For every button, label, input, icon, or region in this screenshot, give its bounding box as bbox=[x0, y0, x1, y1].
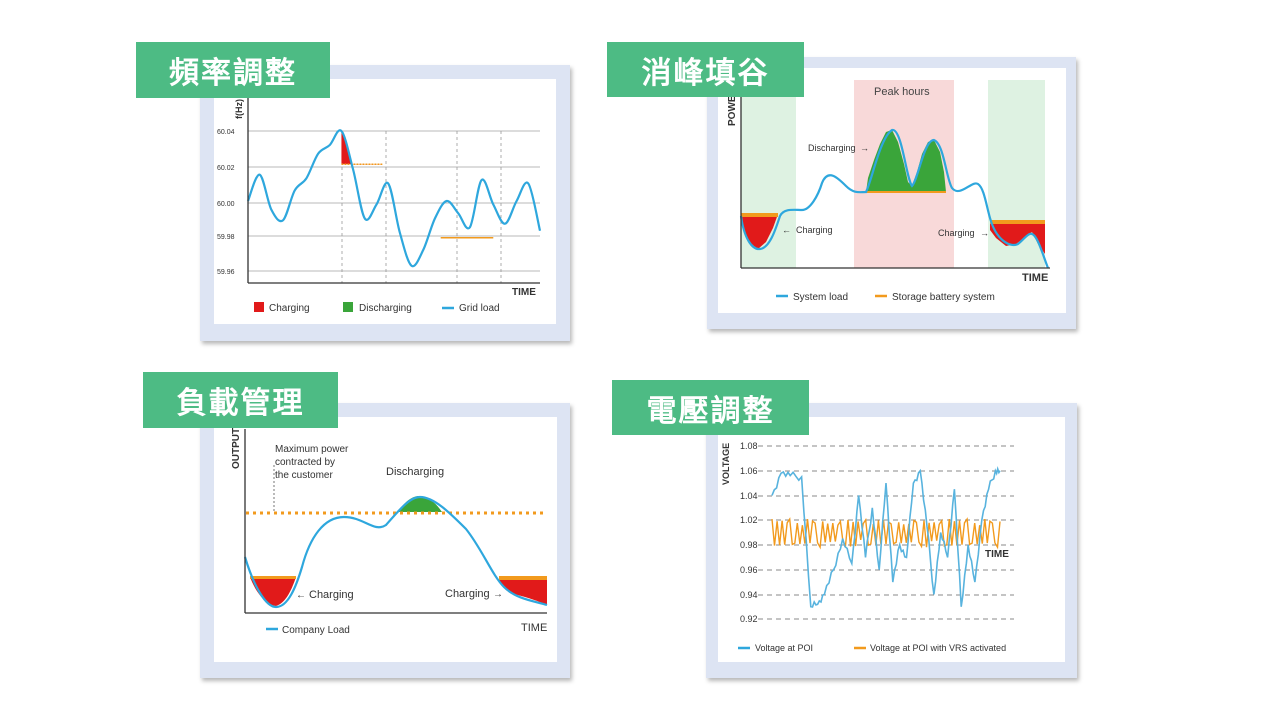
charging-right-label: Charging bbox=[445, 588, 490, 600]
volt-chart-card: 1.08 1.06 1.04 1.02 0.98 0.96 0.94 0.92 VOLTAGE… bbox=[718, 417, 1065, 662]
y-tick-label: 1.04 bbox=[740, 491, 758, 501]
charging-left-label: Charging bbox=[309, 589, 354, 601]
max-power-label-1: Maximum power bbox=[275, 444, 349, 455]
charging-right-arrow: → bbox=[493, 589, 503, 600]
legend-line-label: System load bbox=[793, 292, 848, 303]
load-chart-card: OUTPUT TIME Maximum power contracted by … bbox=[214, 417, 557, 662]
y-axis-label: POWER bbox=[727, 87, 738, 126]
x-axis-label: TIME bbox=[512, 287, 536, 298]
charging-right-label: Charging bbox=[938, 228, 975, 238]
y-tick-label: 60.02 bbox=[217, 165, 235, 172]
y-tick-label: 1.06 bbox=[740, 466, 758, 476]
discharging-arrow: → bbox=[860, 143, 869, 153]
storage-bar-right bbox=[990, 220, 1045, 224]
charging-fill-left bbox=[741, 214, 778, 249]
storage-bar-left bbox=[741, 213, 778, 217]
max-power-label-3: the customer bbox=[275, 470, 333, 481]
legend-line-label: Grid load bbox=[459, 303, 500, 314]
discharging-label: Discharging bbox=[386, 466, 444, 478]
freq-chart-card: 60.04 60.02 60.00 59.98 59.96 f(Hz) TIME Cha… bbox=[214, 79, 556, 324]
charging-right-arrow: → bbox=[980, 228, 989, 238]
volt-title-tag: 電壓調整 bbox=[612, 380, 809, 435]
charging-fill-right bbox=[499, 579, 547, 605]
charging-fill-right bbox=[990, 224, 1045, 254]
charging-left-arrow: ← bbox=[782, 225, 791, 235]
legend-storage-label: Storage battery system bbox=[892, 292, 995, 303]
x-axis-label: TIME bbox=[985, 549, 1009, 560]
charging-fill-left bbox=[250, 577, 296, 606]
grid-load-line bbox=[246, 129, 542, 268]
max-power-label-2: contracted by bbox=[275, 457, 335, 468]
y-tick-label: 0.94 bbox=[740, 590, 758, 600]
y-tick-label: 0.92 bbox=[740, 614, 758, 624]
volt-chart: 1.08 1.06 1.04 1.02 0.98 0.96 0.94 0.92 VOLTAGE… bbox=[721, 441, 1014, 653]
charging-fill bbox=[341, 131, 383, 165]
charging-left-arrow: ← bbox=[296, 590, 306, 601]
poi-voltage-line bbox=[771, 466, 1001, 608]
load-chart: OUTPUT TIME Maximum power contracted by … bbox=[231, 428, 548, 636]
y-tick-label: 0.96 bbox=[740, 565, 758, 575]
y-axis-label: VOLTAGE bbox=[721, 443, 731, 485]
y-tick-label: 0.98 bbox=[740, 540, 758, 550]
y-tick-label: 59.96 bbox=[217, 269, 235, 276]
legend-poi-label: Voltage at POI bbox=[755, 643, 813, 653]
vrs-voltage-line bbox=[771, 517, 1001, 550]
legend-discharging-swatch bbox=[343, 302, 353, 312]
legend-vrs-label: Voltage at POI with VRS activated bbox=[870, 643, 1006, 653]
charging-left-label: Charging bbox=[796, 225, 833, 235]
peak-chart: Peak hours POWER TIME Discharging → ← Ch… bbox=[727, 80, 1050, 303]
y-axis-label: f(Hz) bbox=[234, 99, 244, 119]
peak-chart-card: Peak hours POWER TIME Discharging → ← Ch… bbox=[718, 68, 1066, 313]
legend-charging-swatch bbox=[254, 302, 264, 312]
y-tick-label: 1.08 bbox=[740, 441, 758, 451]
peak-title-tag: 消峰填谷 bbox=[607, 42, 804, 97]
storage-bar-right bbox=[499, 576, 547, 580]
system-load-line bbox=[739, 128, 1050, 269]
freq-title-tag: 頻率調整 bbox=[136, 42, 330, 98]
discharging-fill bbox=[866, 130, 946, 192]
y-tick-label: 60.00 bbox=[217, 201, 235, 208]
legend-discharging-label: Discharging bbox=[359, 303, 412, 314]
y-tick-label: 60.04 bbox=[217, 129, 235, 136]
freq-chart: 60.04 60.02 60.00 59.98 59.96 f(Hz) TIME Cha… bbox=[217, 97, 542, 314]
storage-bar-left bbox=[250, 576, 296, 579]
y-axis-label: OUTPUT bbox=[231, 428, 242, 469]
x-axis-label: TIME bbox=[1022, 272, 1048, 284]
x-axis-label: TIME bbox=[521, 622, 547, 634]
legend-charging-label: Charging bbox=[269, 303, 310, 314]
company-load-line bbox=[243, 495, 548, 609]
legend-line-label: Company Load bbox=[282, 625, 350, 636]
y-tick-label: 1.02 bbox=[740, 515, 758, 525]
y-tick-label: 59.98 bbox=[217, 234, 235, 241]
peak-hours-label: Peak hours bbox=[874, 86, 930, 98]
discharging-label: Discharging bbox=[808, 143, 856, 153]
load-title-tag: 負載管理 bbox=[143, 372, 338, 428]
